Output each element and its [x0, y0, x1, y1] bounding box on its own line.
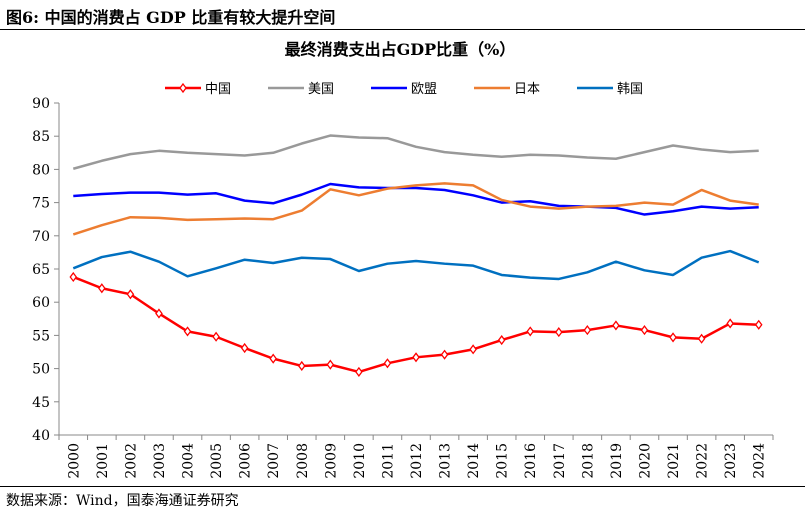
y-tick-label: 65 [32, 262, 50, 278]
x-tick-label: 2002 [123, 443, 139, 479]
y-tick-label: 55 [32, 328, 50, 344]
x-tick-label: 2015 [495, 443, 511, 479]
legend-item: 韩国 [577, 82, 643, 97]
x-tick-label: 2005 [209, 443, 225, 479]
x-tick-label: 2004 [181, 443, 197, 479]
y-tick-label: 80 [32, 162, 50, 178]
series-日本 [72, 182, 759, 236]
y-tick-label: 60 [32, 295, 50, 311]
x-tick-label: 2022 [695, 443, 711, 479]
data-point [497, 334, 506, 346]
y-tick-label: 90 [32, 96, 50, 112]
data-point [297, 360, 306, 372]
x-tick-label: 2017 [552, 443, 568, 479]
x-tick-label: 2011 [380, 443, 396, 479]
x-tick-label: 2016 [523, 443, 539, 479]
data-point [269, 353, 278, 364]
data-point [383, 358, 392, 369]
x-tick-label: 2019 [609, 443, 625, 479]
legend-item: 欧盟 [371, 82, 437, 97]
data-point [155, 308, 163, 319]
x-tick-label: 2021 [666, 443, 682, 479]
source-note: 数据来源：Wind，国泰海通证券研究 [6, 493, 239, 509]
series-line [72, 134, 759, 170]
data-point [640, 325, 649, 336]
x-tick-label: 2001 [95, 443, 111, 479]
data-point [754, 319, 763, 330]
x-tick-label: 2003 [152, 443, 168, 479]
top-rule [0, 29, 805, 30]
x-tick-label: 2018 [580, 443, 596, 479]
x-tick-label: 2013 [438, 443, 454, 479]
data-point [612, 320, 620, 331]
y-tick-label: 85 [32, 129, 50, 145]
series-line [72, 182, 759, 236]
legend-label: 日本 [514, 82, 540, 97]
y-tick-label: 45 [32, 395, 50, 411]
data-point [440, 349, 449, 360]
series-美国 [72, 134, 759, 170]
data-point [697, 333, 706, 344]
data-point [526, 326, 535, 337]
legend-label: 中国 [205, 82, 231, 97]
x-tick-label: 2007 [266, 443, 282, 479]
x-tick-label: 2012 [409, 443, 425, 479]
figure-title: 图6: 中国的消费占 GDP 比重有较大提升空间 [6, 8, 336, 27]
data-point [726, 318, 734, 329]
series-line [72, 249, 760, 281]
x-tick-label: 2008 [295, 443, 311, 479]
legend-item: 中国 [165, 82, 231, 97]
legend-item: 美国 [268, 82, 334, 97]
series-欧盟 [73, 182, 759, 216]
legend-label: 韩国 [617, 82, 643, 97]
data-point [326, 359, 335, 370]
data-point [126, 289, 135, 300]
data-point [412, 352, 420, 363]
y-tick-label: 70 [32, 229, 50, 245]
legend-item: 日本 [474, 82, 540, 97]
x-tick-label: 2000 [66, 443, 82, 479]
data-point [583, 325, 592, 336]
data-point [669, 332, 677, 343]
chart-title: 最终消费支出占GDP比重（%） [285, 40, 516, 59]
data-point [240, 342, 249, 354]
x-tick-label: 2006 [238, 443, 254, 479]
x-tick-label: 2023 [723, 443, 739, 479]
x-tick-label: 2024 [752, 443, 768, 479]
y-tick-label: 50 [32, 362, 50, 378]
x-tick-label: 2010 [352, 443, 368, 479]
series-韩国 [72, 249, 760, 281]
legend-marker [179, 82, 187, 94]
data-point [69, 271, 78, 283]
data-point [212, 331, 220, 342]
legend-label: 欧盟 [411, 82, 437, 97]
series-中国 [69, 271, 763, 378]
y-tick-label: 75 [32, 196, 50, 212]
data-point [355, 366, 363, 378]
legend-label: 美国 [308, 82, 334, 97]
y-tick-label: 40 [32, 428, 50, 444]
data-point [554, 326, 563, 338]
x-tick-label: 2020 [637, 443, 653, 479]
series-line [73, 182, 759, 216]
x-tick-label: 2014 [466, 443, 482, 479]
data-point [469, 344, 477, 355]
data-point [98, 283, 106, 294]
bottom-rule [0, 486, 805, 487]
data-point [183, 326, 192, 337]
x-tick-label: 2009 [323, 443, 339, 479]
